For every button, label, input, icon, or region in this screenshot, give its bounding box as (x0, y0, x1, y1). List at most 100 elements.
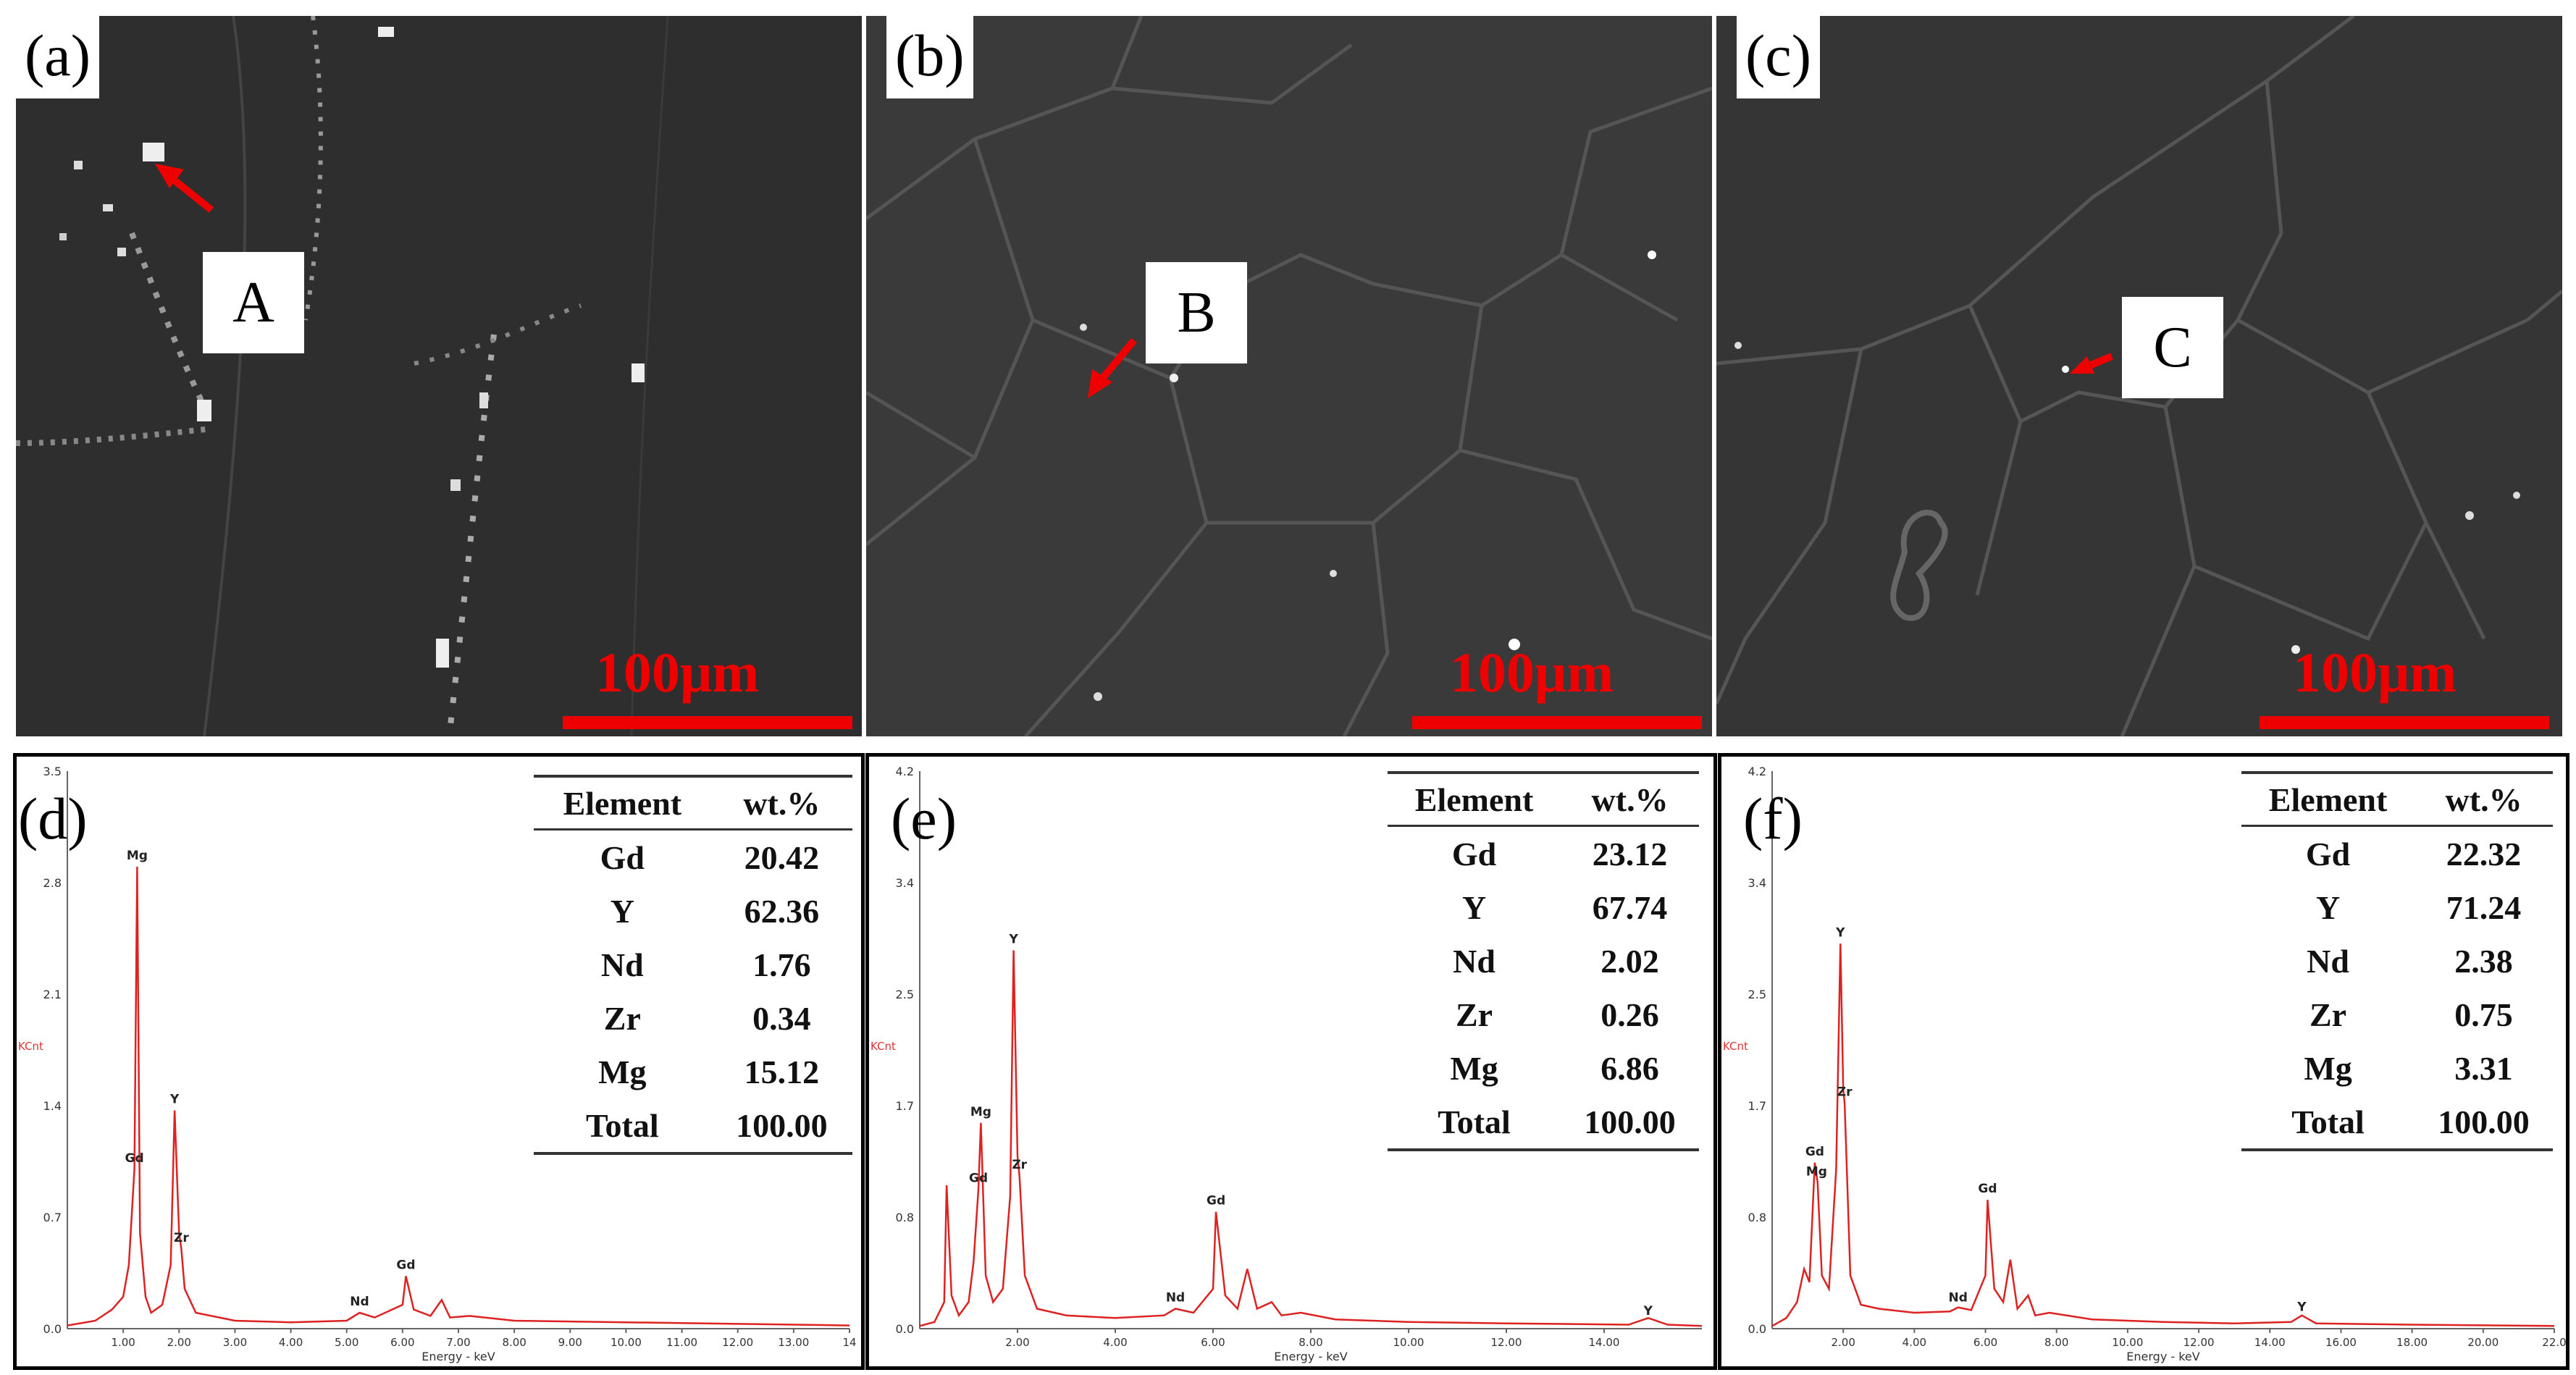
element-cell: Zr (1456, 996, 1493, 1033)
table-header-wt: wt.% (1561, 771, 1699, 827)
x-tick-label: 8.00 (2044, 1336, 2068, 1349)
x-tick-label: 1.00 (111, 1336, 135, 1349)
x-tick-label: 7.00 (446, 1336, 470, 1349)
element-cell: Mg (2304, 1049, 2352, 1087)
eds-panel-e: 0.0 0.8 1.7 2.5 3.4 4.2 KCnt 2.00 4.00 6.00 8.00 10… (865, 753, 1717, 1370)
table-row: Gd 20.42 (534, 830, 852, 885)
peak-label: Mg (970, 1105, 991, 1119)
table-row: Gd 22.32 (2241, 826, 2553, 881)
x-tick-label: 3.00 (223, 1336, 247, 1349)
eds-spectrum-f: 0.0 0.8 1.7 2.5 3.4 4.2 KCnt 2.00 4.00 6.00 8.00 10… (1723, 765, 2566, 1363)
value-cell: 3.31 (2454, 1049, 2513, 1087)
peak-label: Gd (1805, 1145, 1824, 1159)
value-cell: 20.42 (744, 838, 820, 876)
y-tick-label: 2.5 (1748, 988, 1766, 1001)
x-tick-label: 14.00 (2254, 1336, 2286, 1349)
element-cell: Mg (598, 1053, 647, 1090)
element-cell: Y (1461, 888, 1487, 926)
y-tick-label: 2.5 (896, 988, 914, 1001)
table-header-element: Element (1388, 771, 1561, 827)
y-tick-label: 1.4 (43, 1099, 62, 1113)
x-tick-label: 14 (842, 1336, 856, 1349)
eds-spectrum-d: 0.0 0.7 1.4 2.1 2.8 3.5 KCnt 1.00 2.00 3.00 4.00 5.… (18, 765, 857, 1363)
scale-bar-c (2260, 716, 2549, 729)
value-cell: 6.86 (1600, 1049, 1659, 1087)
table-row: Zr 0.75 (2241, 988, 2553, 1041)
y-tick-label: 3.4 (1748, 876, 1766, 890)
value-cell: 2.02 (1600, 942, 1659, 980)
sem-micrograph-a (16, 16, 862, 736)
table-row: Zr 0.26 (1388, 988, 1699, 1041)
x-axis-label: Energy - keV (421, 1350, 495, 1363)
table-row: Zr 0.34 (534, 991, 852, 1045)
peak-label: Y (1835, 925, 1845, 940)
table-row: Mg 15.12 (534, 1045, 852, 1098)
peak-label: Gd (969, 1172, 988, 1186)
x-tick-label: 10.00 (611, 1336, 642, 1349)
y-axis-label: KCnt (1723, 1040, 1748, 1053)
table-row: Y 71.24 (2241, 880, 2553, 934)
x-tick-label: 8.00 (502, 1336, 526, 1349)
scale-bar-a (563, 716, 852, 729)
x-tick-label: 18.00 (2396, 1336, 2428, 1349)
point-label-a: A (203, 252, 304, 353)
element-cell: Zr (603, 999, 641, 1037)
value-cell: 1.76 (752, 946, 811, 983)
element-cell: Gd (1451, 835, 1497, 872)
element-cell: Y (2315, 888, 2341, 926)
sem-panel-a: (a) A 100μm (16, 16, 862, 736)
table-row: Mg 6.86 (1388, 1041, 1699, 1095)
y-tick-label: 0.0 (1748, 1322, 1766, 1336)
x-tick-label: 10.00 (1393, 1336, 1425, 1349)
element-cell: Zr (2309, 996, 2347, 1033)
element-cell: Total (1388, 1095, 1561, 1151)
eds-panel-d: 0.0 0.7 1.4 2.1 2.8 3.5 KCnt 1.00 2.00 3.00 4.00 5.… (13, 753, 865, 1370)
table-row: Total 100.00 (2241, 1095, 2553, 1151)
panel-label-b: (b) (886, 16, 973, 98)
x-tick-label: 4.00 (1103, 1336, 1127, 1349)
sem-panel-b: (b) B 100μm (866, 16, 1712, 736)
peak-label: Zr (1012, 1158, 1027, 1172)
table-header-element: Element (534, 775, 711, 831)
y-tick-label: 2.1 (43, 988, 62, 1001)
y-tick-label: 1.7 (896, 1099, 914, 1113)
peak-label: Gd (1978, 1182, 1997, 1196)
x-tick-label: 4.00 (1902, 1336, 1926, 1349)
value-cell: 0.34 (752, 999, 811, 1037)
table-row: Total 100.00 (534, 1098, 852, 1155)
x-tick-label: 8.00 (1299, 1336, 1322, 1349)
element-cell: Nd (600, 946, 644, 983)
x-tick-label: 6.00 (390, 1336, 414, 1349)
x-tick-label: 9.00 (558, 1336, 582, 1349)
x-tick-label: 13.00 (778, 1336, 809, 1349)
panel-label-e: (e) (891, 786, 957, 852)
peak-label: Nd (1949, 1291, 1968, 1305)
peak-label: Gd (125, 1151, 144, 1166)
peak-label: Y (169, 1093, 180, 1107)
x-tick-label: 20.00 (2467, 1336, 2499, 1349)
peak-label: Nd (350, 1295, 369, 1309)
x-axis-label: Energy - keV (2126, 1350, 2200, 1363)
table-header-element: Element (2241, 771, 2415, 827)
scale-label-a: 100μm (595, 641, 760, 704)
value-cell: 100.00 (710, 1098, 852, 1155)
peak-label: Gd (396, 1258, 415, 1272)
value-cell: 23.12 (1592, 835, 1668, 872)
table-row: Y 62.36 (534, 884, 852, 938)
scale-label-b: 100μm (1450, 641, 1614, 704)
x-tick-label: 6.00 (1201, 1336, 1225, 1349)
spectrum-line (67, 866, 850, 1326)
value-cell: 71.24 (2446, 888, 2522, 926)
x-tick-label: 2.00 (167, 1336, 191, 1349)
table-row: Nd 2.02 (1388, 934, 1699, 988)
x-tick-label: 2.00 (1831, 1336, 1855, 1349)
table-row: Gd 23.12 (1388, 826, 1699, 881)
peak-label: Zr (174, 1231, 189, 1245)
value-cell: 100.00 (1561, 1095, 1699, 1151)
value-cell: 2.38 (2454, 942, 2513, 980)
x-tick-label: 12.00 (2183, 1336, 2215, 1349)
value-cell: 0.26 (1600, 996, 1659, 1033)
panel-label-a: (a) (16, 16, 100, 98)
element-cell: Y (610, 892, 634, 930)
table-header-wt: wt.% (710, 775, 852, 831)
